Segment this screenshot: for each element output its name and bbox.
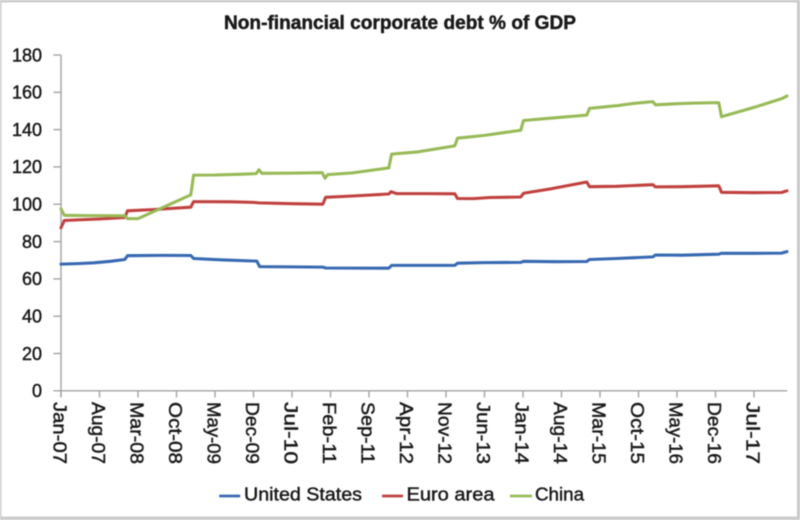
svg-text:100: 100 <box>12 195 42 215</box>
svg-text:Nov-12: Nov-12 <box>435 402 455 464</box>
svg-text:Aug-14: Aug-14 <box>550 402 570 464</box>
svg-text:120: 120 <box>12 157 42 177</box>
svg-text:180: 180 <box>12 45 42 65</box>
svg-text:Jan-07: Jan-07 <box>50 402 70 464</box>
svg-text:40: 40 <box>22 307 42 327</box>
svg-text:0: 0 <box>32 381 42 401</box>
svg-text:80: 80 <box>22 232 42 252</box>
svg-text:Dec-09: Dec-09 <box>242 402 262 464</box>
svg-text:160: 160 <box>12 83 42 103</box>
svg-text:Jun-13: Jun-13 <box>473 402 493 464</box>
svg-text:140: 140 <box>12 120 42 140</box>
svg-text:60: 60 <box>22 269 42 289</box>
svg-text:Aug-07: Aug-07 <box>88 402 108 464</box>
svg-text:Dec-16: Dec-16 <box>704 402 724 464</box>
svg-text:United States: United States <box>244 485 362 505</box>
svg-text:May-16: May-16 <box>666 402 686 464</box>
svg-text:Oct-08: Oct-08 <box>165 402 185 464</box>
svg-text:Jan-14: Jan-14 <box>512 402 532 464</box>
svg-text:Jul-17: Jul-17 <box>743 402 763 464</box>
svg-text:Sep-11: Sep-11 <box>358 402 378 464</box>
svg-text:China: China <box>535 485 585 505</box>
svg-text:May-09: May-09 <box>204 402 224 464</box>
svg-text:Apr-12: Apr-12 <box>396 402 416 464</box>
svg-text:Non-financial corporate debt %: Non-financial corporate debt % of GDP <box>224 13 576 34</box>
svg-text:20: 20 <box>22 344 42 364</box>
svg-text:Mar-15: Mar-15 <box>589 402 609 464</box>
svg-text:Feb-11: Feb-11 <box>319 402 339 464</box>
svg-text:Mar-08: Mar-08 <box>127 402 147 464</box>
svg-text:Jul-10: Jul-10 <box>281 402 301 464</box>
svg-text:Oct-15: Oct-15 <box>627 402 647 464</box>
svg-text:Euro area: Euro area <box>407 485 496 505</box>
